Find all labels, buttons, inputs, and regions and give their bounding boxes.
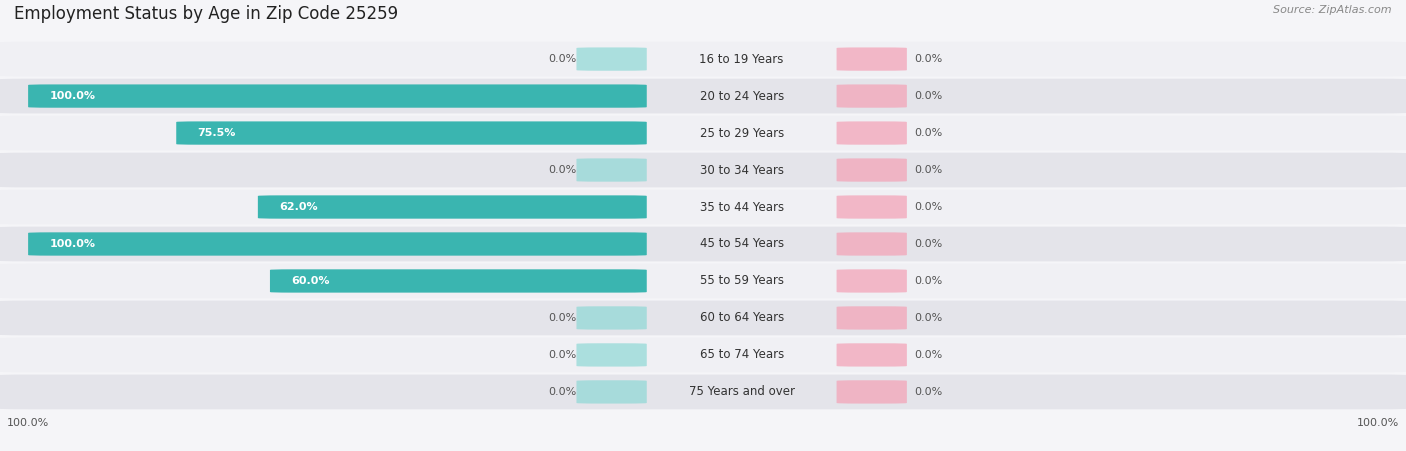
FancyBboxPatch shape (257, 195, 647, 219)
FancyBboxPatch shape (576, 47, 647, 71)
Text: 0.0%: 0.0% (548, 387, 576, 397)
Text: 100.0%: 100.0% (49, 91, 96, 101)
FancyBboxPatch shape (837, 158, 907, 182)
Text: 0.0%: 0.0% (914, 54, 942, 64)
Text: 0.0%: 0.0% (914, 387, 942, 397)
FancyBboxPatch shape (176, 121, 647, 145)
FancyBboxPatch shape (0, 41, 1406, 77)
FancyBboxPatch shape (837, 269, 907, 293)
Text: 20 to 24 Years: 20 to 24 Years (700, 90, 783, 102)
FancyBboxPatch shape (0, 263, 1406, 299)
FancyBboxPatch shape (28, 232, 647, 256)
Text: 25 to 29 Years: 25 to 29 Years (700, 127, 783, 139)
FancyBboxPatch shape (576, 158, 647, 182)
Text: 0.0%: 0.0% (548, 313, 576, 323)
FancyBboxPatch shape (576, 343, 647, 367)
FancyBboxPatch shape (837, 84, 907, 108)
Text: 0.0%: 0.0% (914, 239, 942, 249)
Text: 100.0%: 100.0% (49, 239, 96, 249)
FancyBboxPatch shape (837, 121, 907, 145)
FancyBboxPatch shape (0, 115, 1406, 151)
Text: 0.0%: 0.0% (548, 165, 576, 175)
Text: 0.0%: 0.0% (914, 276, 942, 286)
Text: 35 to 44 Years: 35 to 44 Years (700, 201, 783, 213)
Text: 0.0%: 0.0% (548, 350, 576, 360)
Text: Employment Status by Age in Zip Code 25259: Employment Status by Age in Zip Code 252… (14, 5, 398, 23)
FancyBboxPatch shape (270, 269, 647, 293)
FancyBboxPatch shape (0, 337, 1406, 373)
Text: 65 to 74 Years: 65 to 74 Years (700, 349, 783, 361)
Text: 0.0%: 0.0% (914, 202, 942, 212)
FancyBboxPatch shape (0, 78, 1406, 114)
Text: 30 to 34 Years: 30 to 34 Years (700, 164, 783, 176)
Text: 0.0%: 0.0% (914, 91, 942, 101)
FancyBboxPatch shape (576, 380, 647, 404)
Text: 60 to 64 Years: 60 to 64 Years (700, 312, 783, 324)
Text: 16 to 19 Years: 16 to 19 Years (699, 53, 785, 65)
FancyBboxPatch shape (0, 374, 1406, 410)
FancyBboxPatch shape (837, 47, 907, 71)
FancyBboxPatch shape (0, 189, 1406, 225)
FancyBboxPatch shape (837, 306, 907, 330)
Text: 75 Years and over: 75 Years and over (689, 386, 794, 398)
Text: 55 to 59 Years: 55 to 59 Years (700, 275, 783, 287)
Text: Source: ZipAtlas.com: Source: ZipAtlas.com (1274, 5, 1392, 14)
Text: 0.0%: 0.0% (914, 128, 942, 138)
FancyBboxPatch shape (837, 232, 907, 256)
Text: 100.0%: 100.0% (1357, 419, 1399, 428)
FancyBboxPatch shape (0, 152, 1406, 188)
FancyBboxPatch shape (837, 343, 907, 367)
Text: 75.5%: 75.5% (197, 128, 236, 138)
FancyBboxPatch shape (576, 306, 647, 330)
FancyBboxPatch shape (28, 84, 647, 108)
FancyBboxPatch shape (837, 195, 907, 219)
Text: 62.0%: 62.0% (278, 202, 318, 212)
Text: 45 to 54 Years: 45 to 54 Years (700, 238, 783, 250)
Text: 0.0%: 0.0% (914, 165, 942, 175)
FancyBboxPatch shape (837, 380, 907, 404)
Text: 0.0%: 0.0% (914, 313, 942, 323)
FancyBboxPatch shape (0, 300, 1406, 336)
Text: 0.0%: 0.0% (548, 54, 576, 64)
Text: 100.0%: 100.0% (7, 419, 49, 428)
Text: 0.0%: 0.0% (914, 350, 942, 360)
FancyBboxPatch shape (0, 226, 1406, 262)
Text: 60.0%: 60.0% (291, 276, 329, 286)
